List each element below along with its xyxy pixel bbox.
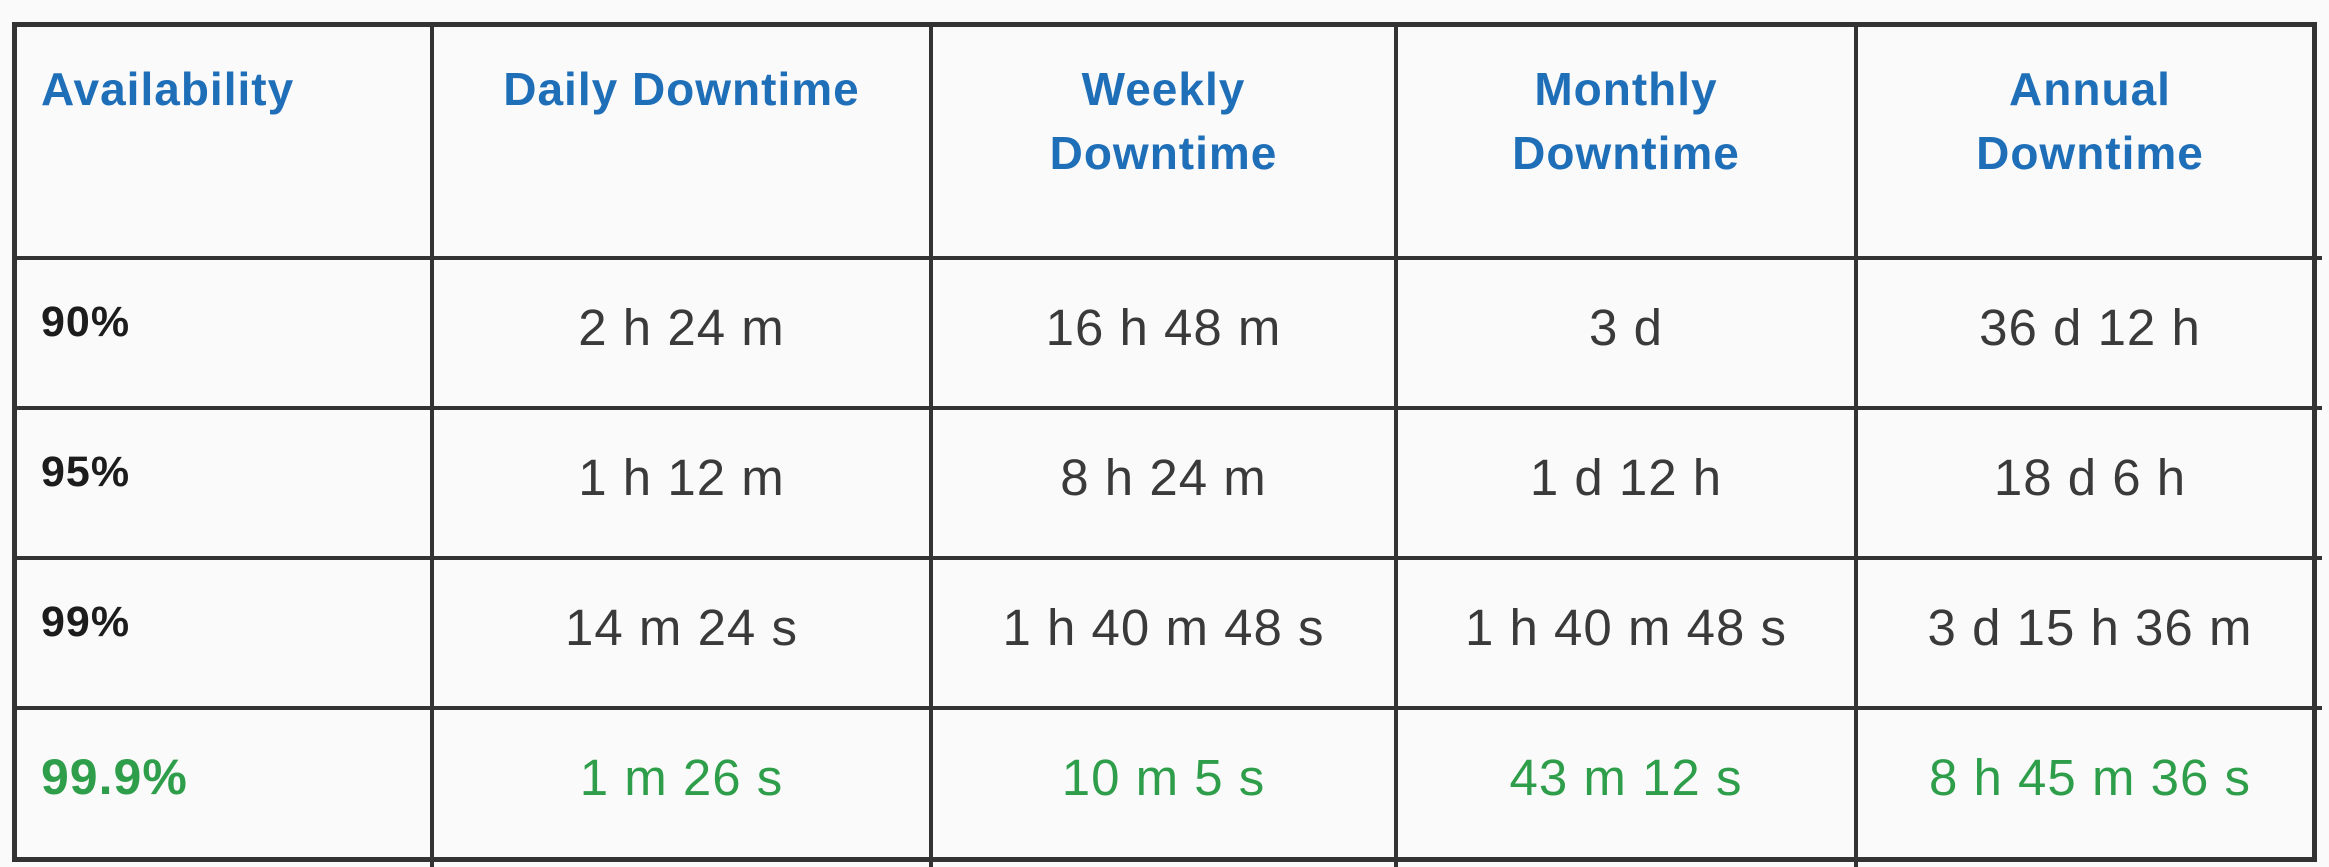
header-annual-downtime: Annual Downtime: [1858, 27, 2322, 260]
daily-downtime-cell: 1 m 26 s: [434, 710, 933, 867]
daily-downtime-cell: 2 h 24 m: [434, 260, 933, 410]
weekly-downtime-cell: 8 h 24 m: [933, 410, 1398, 560]
header-availability: Availability: [17, 27, 434, 260]
monthly-downtime-cell: 43 m 12 s: [1398, 710, 1858, 867]
weekly-downtime-cell: 1 h 40 m 48 s: [933, 560, 1398, 710]
row-label: 95%: [17, 410, 434, 560]
monthly-downtime-cell: 1 h 40 m 48 s: [1398, 560, 1858, 710]
header-weekly-downtime-text: Weekly Downtime: [1049, 63, 1278, 179]
row-label: 99.9%: [17, 710, 434, 867]
header-monthly-downtime: Monthly Downtime: [1398, 27, 1858, 260]
row-label: 90%: [17, 260, 434, 410]
availability-downtime-table: Availability Daily Downtime Weekly Downt…: [12, 22, 2322, 867]
header-monthly-downtime-text: Monthly Downtime: [1512, 63, 1740, 179]
annual-downtime-cell: 36 d 12 h: [1858, 260, 2322, 410]
monthly-downtime-cell: 1 d 12 h: [1398, 410, 1858, 560]
annual-downtime-cell: 8 h 45 m 36 s: [1928, 749, 2251, 806]
annual-downtime-cell: 3 d 15 h 36 m: [1858, 560, 2322, 710]
header-daily-downtime: Daily Downtime: [434, 27, 933, 260]
daily-downtime-cell: 1 h 12 m: [434, 410, 933, 560]
daily-downtime-cell: 14 m 24 s: [434, 560, 933, 710]
weekly-downtime-cell: 16 h 48 m: [933, 260, 1398, 410]
weekly-downtime-cell: 10 m 5 s: [933, 710, 1398, 867]
annual-downtime-cell: 18 d 6 h: [1858, 410, 2322, 560]
row-label: 99%: [17, 560, 434, 710]
header-weekly-downtime: Weekly Downtime: [933, 27, 1398, 260]
header-annual-downtime-text: Annual Downtime: [1976, 63, 2204, 179]
monthly-downtime-cell: 3 d: [1398, 260, 1858, 410]
